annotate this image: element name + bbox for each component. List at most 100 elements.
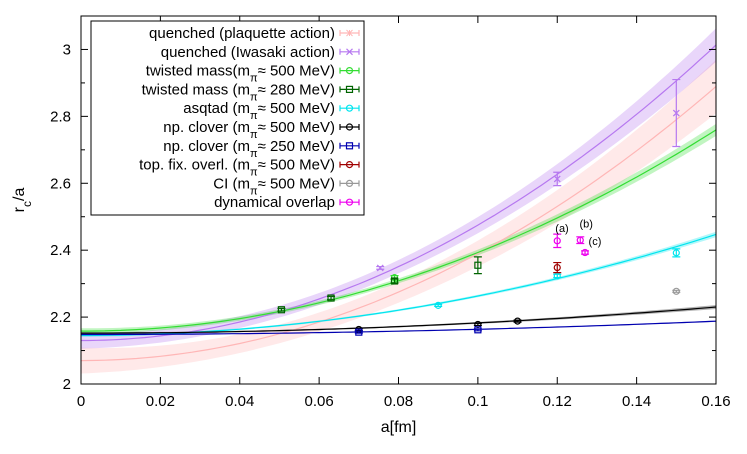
legend-label-0: quenched (plaquette action) — [149, 25, 335, 42]
legend-swatch-3 — [339, 85, 360, 94]
marker-6-0 — [355, 328, 363, 336]
legend-marker-0 — [346, 29, 353, 37]
y-axis-title-sub: c — [20, 201, 34, 207]
data-points — [277, 78, 681, 336]
fit-line-0 — [81, 86, 716, 362]
fit-curves — [81, 44, 716, 362]
legend-line-3 — [339, 86, 360, 93]
marker-5-1 — [474, 320, 482, 329]
legend-marker-9 — [345, 198, 354, 206]
x-tick-label-1: 0.02 — [146, 393, 175, 410]
data-point-5-1 — [473, 320, 482, 329]
legend-label-8: CI (mπ≈ 500 MeV) — [213, 175, 335, 197]
legend-label-3: twisted mass (mπ≈ 280 MeV) — [142, 81, 335, 103]
point-annotations: (a) (b) (c) — [555, 218, 601, 248]
y-tick-label-1: 2.2 — [50, 309, 71, 326]
error-bar-3-3 — [473, 256, 482, 275]
legend-marker-8 — [345, 179, 354, 187]
x-tick-label-5: 0.1 — [467, 393, 488, 410]
marker-4-0 — [434, 301, 442, 309]
legend-label-sub-6: π — [250, 148, 258, 160]
legend-marker-4 — [345, 104, 354, 112]
legend-label-tail-5: ≈ 500 MeV) — [258, 119, 335, 136]
fit-line-2 — [81, 129, 716, 332]
marker-3-1 — [327, 294, 335, 302]
legend-label-tail-2: ≈ 500 MeV) — [258, 63, 335, 80]
y-tick-label-2: 2.4 — [50, 242, 71, 259]
legend-label-sub-3: π — [250, 91, 258, 103]
legend-marker-2 — [345, 66, 354, 75]
legend-swatch-5 — [339, 123, 360, 131]
x-tick-label-3: 0.06 — [305, 393, 334, 410]
fit-line-6 — [81, 320, 716, 336]
legend-marker-1 — [346, 48, 353, 56]
legend-line-7 — [339, 161, 360, 168]
legend-swatch-0 — [339, 29, 360, 37]
annotation-0: (a) — [555, 223, 568, 235]
y-tick-label-5: 3 — [63, 41, 71, 58]
legend-box — [90, 20, 365, 216]
legend-swatch-2 — [339, 66, 360, 75]
legend-line-8 — [339, 180, 360, 187]
legend-marker-5 — [345, 123, 354, 131]
legend-marker-3 — [345, 85, 354, 94]
data-point-7-0 — [553, 261, 562, 274]
x-axis-title: a[fm] — [381, 419, 417, 436]
marker-6-1 — [474, 326, 482, 334]
data-point-9-2 — [581, 248, 590, 257]
annotation-2: (c) — [589, 236, 602, 248]
data-point-3-1 — [327, 294, 336, 302]
x-tick-label-6: 0.12 — [543, 393, 572, 410]
legend-label-4: asqtad (mπ≈ 500 MeV) — [183, 100, 335, 122]
legend-label-sub-5: π — [250, 129, 258, 141]
legend-label-sub-4: π — [250, 110, 258, 122]
data-point-1-2 — [672, 78, 681, 148]
legend-label-6: np. clover (mπ≈ 250 MeV) — [163, 138, 335, 160]
marker-7-0 — [553, 263, 561, 272]
legend-label-sub-8: π — [250, 185, 258, 197]
legend: quenched (plaquette action) quenched (Iwa… — [90, 20, 365, 216]
tick-labels: 0 0.02 0.04 0.06 0.08 0.1 0.12 0.14 0.16 2 2.2 2.4 2… — [50, 41, 730, 410]
error-bar-9-0 — [553, 233, 562, 249]
y-axis-title-tail: /a — [11, 188, 28, 201]
x-tick-label-4: 0.08 — [384, 393, 413, 410]
data-point-6-0 — [354, 328, 363, 336]
data-point-9-1 — [576, 236, 585, 245]
legend-marker-7 — [345, 161, 354, 169]
legend-swatch-6 — [339, 142, 360, 150]
data-point-3-0 — [277, 306, 286, 314]
marker-5-2 — [513, 317, 522, 325]
x-tick-label-2: 0.04 — [225, 393, 254, 410]
marker-3-0 — [277, 306, 286, 314]
legend-line-2 — [339, 67, 360, 74]
y-tick-label-3: 2.6 — [50, 175, 71, 192]
marker-9-1 — [576, 236, 584, 244]
marker-1-2 — [672, 109, 680, 117]
data-point-6-1 — [473, 326, 482, 334]
x-tick-label-7: 0.14 — [622, 393, 651, 410]
legend-swatch-4 — [339, 104, 360, 112]
data-point-8-0 — [672, 287, 681, 295]
legend-label-1: quenched (Iwasaki action) — [161, 44, 335, 61]
data-point-1-1 — [553, 171, 562, 187]
marker-8-0 — [672, 287, 680, 295]
legend-swatch-8 — [339, 179, 360, 187]
data-point-5-2 — [513, 317, 522, 325]
data-point-3-3 — [473, 256, 482, 275]
data-point-1-0 — [376, 264, 385, 272]
legend-label-tail-3: ≈ 280 MeV) — [258, 81, 335, 98]
legend-marker-6 — [345, 142, 354, 150]
y-tick-label-4: 2.8 — [50, 108, 71, 125]
legend-swatch-1 — [339, 48, 360, 56]
legend-label-7: top. fix. overl. (mπ≈ 500 MeV) — [139, 157, 335, 179]
x-tick-label-0: 0 — [77, 393, 85, 410]
legend-label-tail-7: ≈ 500 MeV) — [258, 157, 335, 174]
x-tick-label-8: 0.16 — [701, 393, 730, 410]
legend-swatch-7 — [339, 161, 360, 169]
legend-label-sub-7: π — [250, 167, 258, 179]
marker-9-2 — [581, 248, 589, 257]
marker-1-0 — [376, 264, 384, 272]
axis-ticks — [80, 16, 717, 385]
marker-9-0 — [553, 237, 561, 245]
